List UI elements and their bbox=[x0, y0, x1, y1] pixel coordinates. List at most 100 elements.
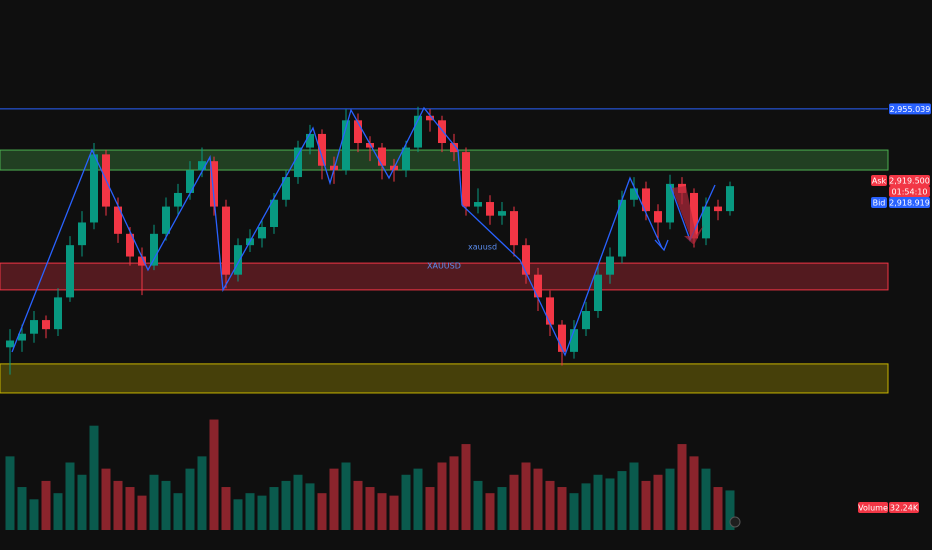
candle-body bbox=[306, 133, 314, 148]
candle-body bbox=[486, 202, 494, 216]
candle-body bbox=[606, 256, 614, 275]
volume-bar bbox=[269, 487, 279, 530]
volume-bar bbox=[461, 444, 471, 530]
volume-bar bbox=[545, 480, 555, 530]
candle-body bbox=[54, 297, 62, 330]
volume-bar bbox=[437, 462, 447, 530]
volume-bar bbox=[497, 487, 507, 530]
volume-bar bbox=[557, 487, 567, 530]
candle-body bbox=[282, 177, 290, 200]
candle-body bbox=[294, 147, 302, 178]
volume-bar bbox=[5, 456, 15, 530]
volume-bar bbox=[617, 471, 627, 530]
candle-body bbox=[138, 256, 146, 266]
candle-body bbox=[654, 211, 662, 223]
volume-bar bbox=[209, 419, 219, 530]
candle-body bbox=[186, 170, 194, 193]
volume-bar bbox=[113, 480, 123, 530]
replay-icon[interactable] bbox=[729, 516, 741, 528]
volume-bar bbox=[629, 462, 639, 530]
volume-bar bbox=[101, 468, 111, 530]
candle-body bbox=[78, 222, 86, 246]
candle-body bbox=[18, 333, 26, 341]
zone bbox=[0, 363, 889, 394]
candle-body bbox=[642, 188, 650, 212]
volume-bar bbox=[353, 480, 363, 530]
candle-body bbox=[690, 192, 698, 239]
volume-bar bbox=[665, 468, 675, 530]
candle-body bbox=[174, 192, 182, 207]
volume-bar bbox=[281, 480, 291, 530]
volume-bar bbox=[29, 499, 39, 530]
volume-bar bbox=[125, 487, 135, 530]
volume-bar bbox=[689, 456, 699, 530]
candle-body bbox=[534, 274, 542, 298]
candle-body bbox=[126, 233, 134, 257]
candle-body bbox=[594, 274, 602, 312]
candle-body bbox=[714, 206, 722, 212]
volume-bar bbox=[413, 468, 423, 530]
volume-bar bbox=[653, 474, 663, 530]
candle-body bbox=[426, 115, 434, 121]
volume-bar bbox=[317, 493, 327, 530]
volume-bar bbox=[149, 474, 159, 530]
candle-body bbox=[726, 186, 734, 212]
candle-body bbox=[666, 183, 674, 223]
volume-bar bbox=[41, 480, 51, 530]
volume-bar bbox=[293, 474, 303, 530]
zone bbox=[0, 262, 889, 291]
candle-body bbox=[342, 120, 350, 171]
candle-body bbox=[702, 206, 710, 239]
candle-body bbox=[378, 147, 386, 166]
volume-bar bbox=[509, 474, 519, 530]
volume-bar bbox=[341, 462, 351, 530]
volume-bar bbox=[725, 490, 735, 530]
volume-bar bbox=[605, 478, 615, 530]
candle-body bbox=[210, 161, 218, 207]
volume-bar bbox=[173, 493, 183, 530]
volume-bar bbox=[329, 468, 339, 530]
volume-bar bbox=[641, 480, 651, 530]
volume-bar bbox=[185, 468, 195, 530]
volume-bar bbox=[89, 425, 99, 530]
volume-bar bbox=[17, 487, 27, 530]
zigzag-drawing bbox=[11, 106, 663, 357]
volume-bar bbox=[581, 483, 591, 530]
volume-name-bg bbox=[858, 502, 888, 513]
volume-bar bbox=[65, 462, 75, 530]
volume-bar bbox=[305, 483, 315, 530]
candle-body bbox=[414, 115, 422, 148]
candle-body bbox=[66, 245, 74, 298]
candle-body bbox=[618, 199, 626, 257]
annotation: xauusd bbox=[468, 243, 497, 252]
ask-label-bg bbox=[889, 175, 930, 186]
volume-bar bbox=[245, 493, 255, 530]
price-line-label: 2,955.039 bbox=[890, 105, 931, 114]
volume-bar bbox=[365, 487, 375, 530]
candle-body bbox=[546, 297, 554, 325]
countdown-bg bbox=[889, 186, 930, 197]
candle-body bbox=[162, 206, 170, 234]
volume-bar bbox=[593, 474, 603, 530]
bid-name-bg bbox=[871, 197, 887, 208]
volume-bar bbox=[401, 474, 411, 530]
candle-body bbox=[438, 120, 446, 144]
candle-body bbox=[582, 311, 590, 330]
candle-body bbox=[462, 152, 470, 207]
zone bbox=[0, 149, 889, 171]
candle-body bbox=[450, 143, 458, 153]
candle-body bbox=[558, 324, 566, 352]
candle-body bbox=[150, 233, 158, 266]
volume-bar bbox=[449, 456, 459, 530]
arrow-drawing bbox=[672, 186, 704, 245]
candle-body bbox=[522, 245, 530, 275]
candle-body bbox=[318, 133, 326, 166]
candle-body bbox=[222, 206, 230, 275]
volume-label-bg bbox=[889, 502, 919, 513]
bid-name: Bid bbox=[873, 199, 886, 208]
candle-body bbox=[258, 227, 266, 239]
volume-bar bbox=[569, 493, 579, 530]
candle-body bbox=[6, 340, 14, 348]
volume-label: 32.24K bbox=[890, 504, 919, 513]
candle-body bbox=[30, 320, 38, 334]
